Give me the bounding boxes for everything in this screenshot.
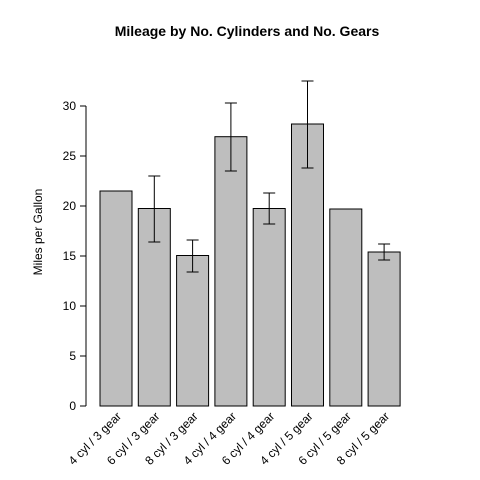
bar [99, 190, 133, 407]
error-bar [224, 102, 237, 172]
y-tick-label: 25 [63, 149, 77, 163]
bars [99, 123, 401, 407]
error-bar [301, 80, 314, 169]
bar [329, 208, 363, 407]
y-axis: 0 5 10 15 20 25 30 [63, 99, 87, 413]
chart-title: Mileage by No. Cylinders and No. Gears [115, 23, 380, 39]
error-bar [148, 175, 161, 243]
y-tick-label: 0 [69, 399, 76, 413]
bar [367, 251, 401, 407]
y-tick-label: 20 [63, 199, 77, 213]
y-tick-label: 10 [63, 299, 77, 313]
y-tick-label: 30 [63, 99, 77, 113]
bar [252, 208, 286, 407]
error-bar [263, 192, 276, 225]
bar [176, 255, 210, 407]
y-tick-label: 5 [69, 349, 76, 363]
bar [291, 123, 324, 407]
error-bar [378, 243, 391, 261]
error-bars [148, 80, 391, 273]
bar [214, 136, 248, 407]
y-tick-label: 15 [63, 249, 77, 263]
y-axis-label: Miles per Gallon [31, 189, 45, 276]
error-bar [186, 239, 199, 273]
